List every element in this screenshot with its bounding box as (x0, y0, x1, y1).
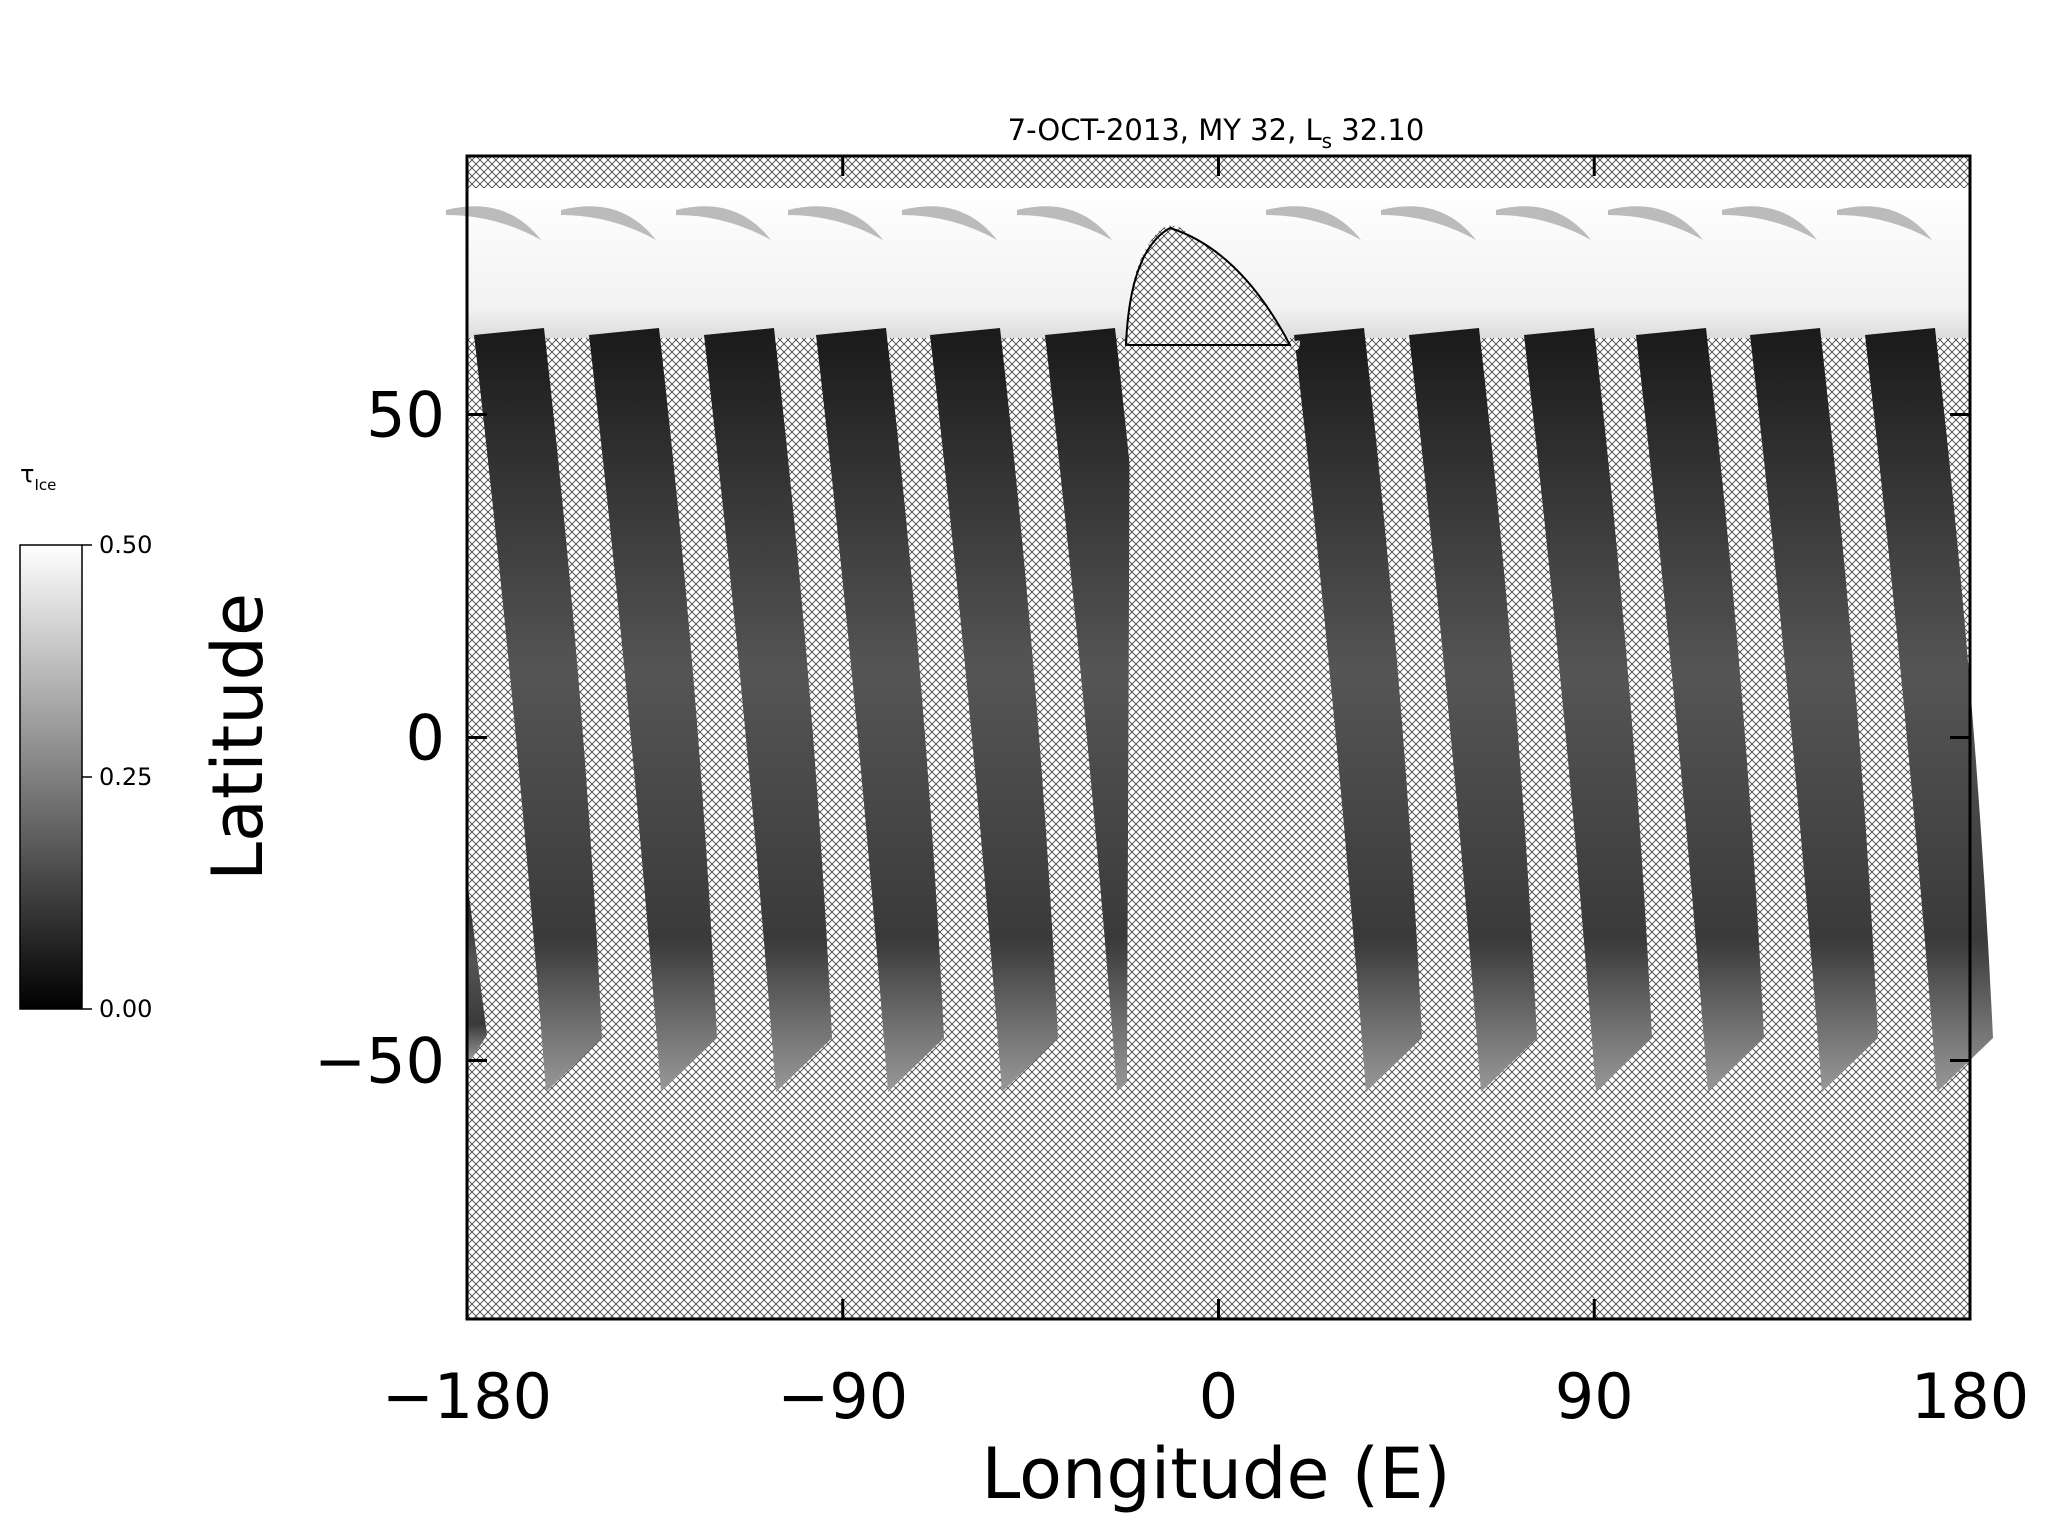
no-data-dome-cap (1124, 226, 1292, 346)
colorbar-tick-label: 0.00 (99, 995, 152, 1023)
swath (474, 328, 602, 1092)
cap-streak (1496, 206, 1591, 240)
title-part: s (1322, 129, 1332, 153)
title-part: 7-OCT-2013, MY 32, L (1008, 113, 1322, 147)
colorbar-tick-label: 0.25 (99, 763, 152, 791)
x-tick-label: 0 (1199, 1360, 1238, 1433)
cap-streak (446, 206, 541, 240)
cap-streak (902, 206, 997, 240)
cap-streak (788, 206, 883, 240)
swath (1524, 328, 1652, 1092)
colorbar-label: τIce (20, 460, 56, 494)
swath-edge (467, 880, 487, 1060)
cap-streak (561, 206, 656, 240)
swath (1865, 328, 1993, 1092)
x-tick-label: −180 (382, 1360, 552, 1433)
no-data-south (467, 1092, 1970, 1319)
colorbar-label-part: τ (20, 460, 34, 488)
colorbar-label-part: Ice (34, 476, 56, 494)
no-data-dome (1126, 225, 1300, 1319)
cap-streak (1266, 206, 1361, 240)
y-tick-label: 0 (406, 702, 445, 775)
plot-area (446, 156, 1993, 1319)
swath (930, 328, 1058, 1092)
chart-title: 7-OCT-2013, MY 32, Ls 32.10 (1008, 113, 1425, 153)
swath (704, 328, 832, 1092)
cap-streak (1017, 206, 1112, 240)
swath (1294, 328, 1422, 1092)
swath (816, 328, 944, 1092)
colorbar-tick-label: 0.50 (99, 531, 152, 559)
cap-streak (1722, 206, 1817, 240)
cap-streak (1608, 206, 1703, 240)
cap-streak (1837, 206, 1932, 240)
swath (1409, 328, 1537, 1092)
x-axis-title: Longitude (E) (981, 1433, 1450, 1515)
y-axis-title: Latitude (197, 593, 279, 881)
y-tick-label: 50 (366, 378, 445, 451)
cap-streak (1381, 206, 1476, 240)
y-tick-label: −50 (314, 1025, 445, 1098)
cap-streak (676, 206, 771, 240)
swath (589, 328, 717, 1092)
x-tick-label: −90 (777, 1360, 908, 1433)
x-tick-label: 180 (1911, 1360, 2029, 1433)
swath (1750, 328, 1878, 1092)
x-tick-label: 90 (1555, 1360, 1634, 1433)
colorbar (19, 544, 83, 1010)
swath (1636, 328, 1764, 1092)
title-part: 32.10 (1332, 113, 1424, 147)
